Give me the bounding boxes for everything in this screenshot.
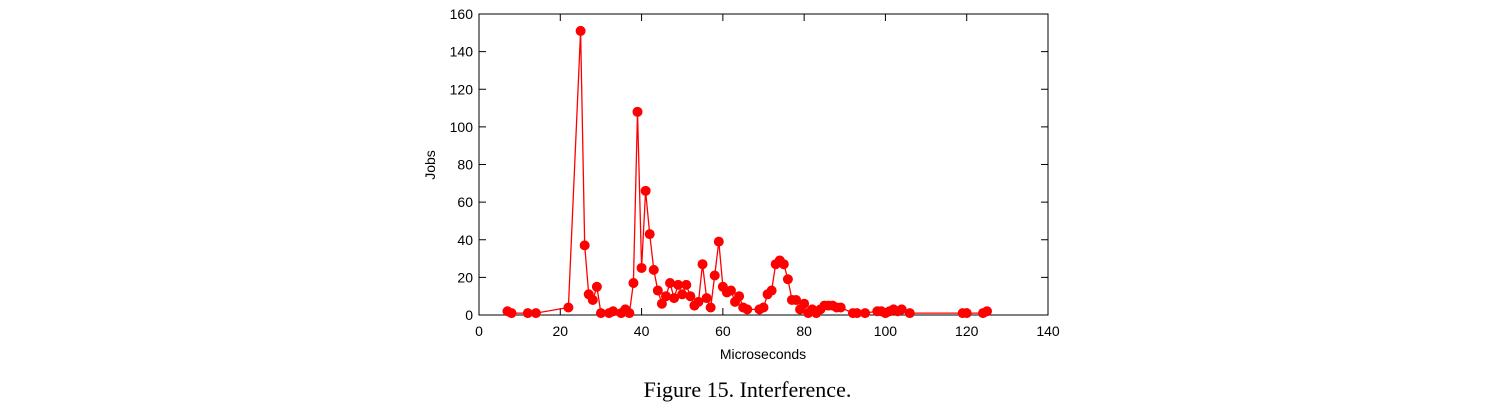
data-point xyxy=(896,304,907,315)
data-point xyxy=(709,270,720,281)
y-tick-label-20: 20 xyxy=(457,269,473,285)
data-point xyxy=(652,285,663,296)
x-tick-label-140: 140 xyxy=(1036,323,1060,339)
series-jobs xyxy=(502,25,993,319)
data-point xyxy=(669,293,680,304)
y-tick-label-60: 60 xyxy=(457,194,473,210)
data-point xyxy=(677,289,688,300)
data-point xyxy=(608,306,619,317)
data-point xyxy=(685,291,696,302)
x-tick-label-120: 120 xyxy=(955,323,979,339)
y-tick-label-160: 160 xyxy=(450,6,474,22)
y-tick-label-40: 40 xyxy=(457,232,473,248)
data-point xyxy=(681,279,692,290)
plot-frame xyxy=(478,13,1049,316)
data-point xyxy=(665,278,676,289)
data-point xyxy=(591,281,602,292)
data-point xyxy=(713,236,724,247)
data-point xyxy=(673,279,684,290)
data-point xyxy=(697,259,708,270)
x-tick-label-80: 80 xyxy=(796,323,812,339)
data-point xyxy=(961,308,972,319)
data-point xyxy=(648,264,659,275)
data-point xyxy=(778,259,789,270)
x-axis-ticks: 0 20 40 60 80 100 120 140 xyxy=(475,14,1060,339)
plot-border xyxy=(478,13,1049,316)
x-tick-label-60: 60 xyxy=(715,323,731,339)
data-point xyxy=(799,298,810,309)
data-point xyxy=(595,308,606,319)
x-tick-label-0: 0 xyxy=(475,323,483,339)
data-point xyxy=(624,308,635,319)
data-point xyxy=(587,294,598,305)
data-point xyxy=(640,185,651,196)
data-point xyxy=(632,106,643,117)
series-line-0 xyxy=(507,30,988,315)
data-point xyxy=(851,308,862,319)
data-point xyxy=(835,302,846,313)
data-point xyxy=(506,308,517,319)
figure-caption: Figure 15. Interference. xyxy=(643,377,852,402)
y-tick-label-100: 100 xyxy=(450,119,474,135)
data-point xyxy=(860,308,871,319)
data-point xyxy=(705,302,716,313)
data-point xyxy=(693,296,704,307)
x-tick-label-20: 20 xyxy=(552,323,568,339)
data-point xyxy=(660,291,671,302)
data-point xyxy=(563,302,574,313)
x-axis-label: Microseconds xyxy=(720,346,806,362)
data-point xyxy=(782,274,793,285)
data-point xyxy=(644,229,655,240)
y-tick-label-140: 140 xyxy=(450,44,474,60)
x-tick-label-40: 40 xyxy=(634,323,650,339)
y-axis-label: Jobs xyxy=(422,150,438,180)
y-tick-label-80: 80 xyxy=(457,157,473,173)
data-point xyxy=(982,306,993,317)
data-point xyxy=(766,285,777,296)
y-axis-ticks: 0 20 40 60 80 100 120 140 160 xyxy=(450,6,1048,323)
data-point xyxy=(656,298,667,309)
data-point xyxy=(904,308,915,319)
data-point xyxy=(725,285,736,296)
data-point xyxy=(734,291,745,302)
data-point xyxy=(758,302,769,313)
data-point xyxy=(791,294,802,305)
data-point xyxy=(579,240,590,251)
y-tick-label-0: 0 xyxy=(465,307,473,323)
data-point xyxy=(742,304,753,315)
y-tick-label-120: 120 xyxy=(450,81,474,97)
data-point xyxy=(636,262,647,273)
data-point xyxy=(701,293,712,304)
data-point xyxy=(530,308,541,319)
data-point xyxy=(575,25,586,36)
data-point xyxy=(628,278,639,289)
x-tick-label-100: 100 xyxy=(874,323,898,339)
data-point xyxy=(522,308,533,319)
